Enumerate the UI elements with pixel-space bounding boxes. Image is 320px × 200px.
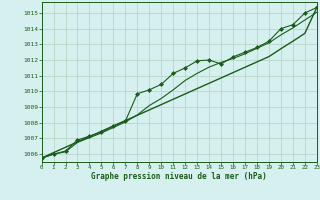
X-axis label: Graphe pression niveau de la mer (hPa): Graphe pression niveau de la mer (hPa) — [91, 172, 267, 181]
